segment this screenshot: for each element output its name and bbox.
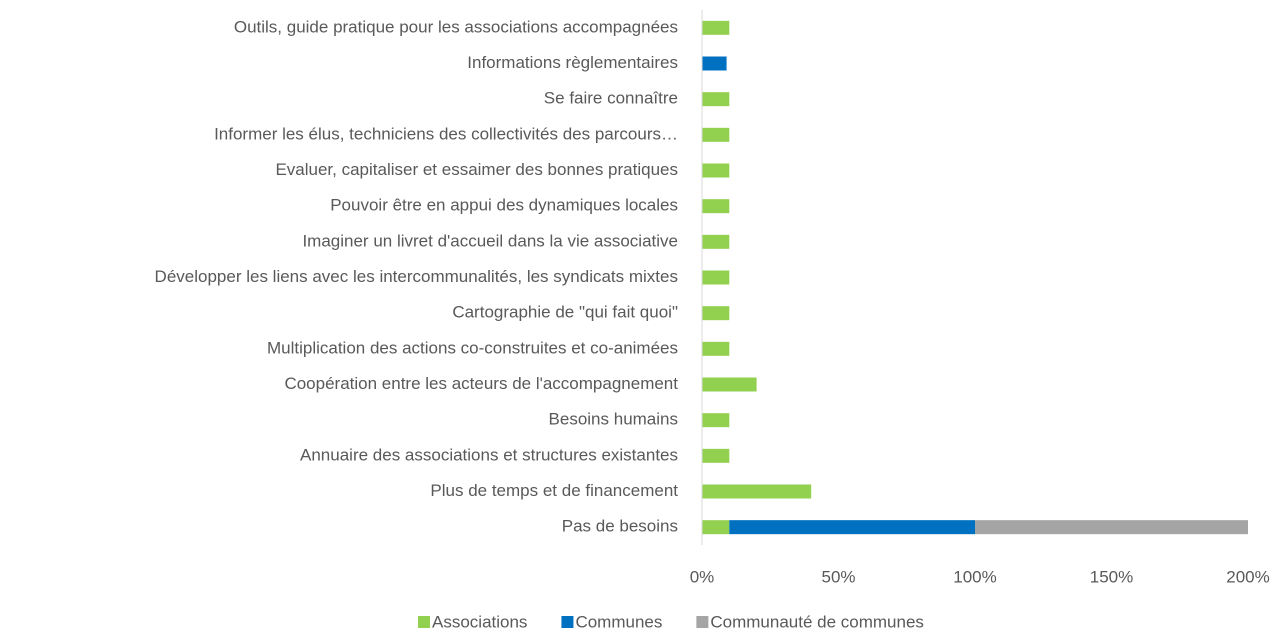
bar xyxy=(702,163,730,178)
y-tick-label: Coopération entre les acteurs de l'accom… xyxy=(284,374,678,393)
y-tick-label: Pas de besoins xyxy=(562,517,678,536)
y-tick-label: Multiplication des actions co-construite… xyxy=(267,338,678,357)
y-tick-label: Outils, guide pratique pour les associat… xyxy=(234,17,678,36)
bar xyxy=(702,56,727,71)
bar xyxy=(702,20,730,35)
bar xyxy=(702,377,757,392)
bar xyxy=(702,127,730,142)
bar xyxy=(702,92,730,107)
x-tick-label: 50% xyxy=(821,567,855,586)
bar xyxy=(702,199,730,214)
y-tick-label: Informations règlementaires xyxy=(467,53,678,72)
bar xyxy=(702,413,730,428)
bar xyxy=(702,306,730,321)
y-tick-label: Informer les élus, techniciens des colle… xyxy=(214,124,678,143)
y-tick-label: Développer les liens avec les intercommu… xyxy=(155,267,678,286)
y-tick-label: Besoins humains xyxy=(549,410,678,429)
bar xyxy=(729,520,975,535)
legend-swatch xyxy=(561,616,574,628)
bar xyxy=(702,270,730,285)
bar xyxy=(975,520,1248,535)
bar xyxy=(702,484,812,499)
x-tick-label: 200% xyxy=(1226,567,1269,586)
legend-label: Associations xyxy=(432,612,527,631)
x-tick-label: 0% xyxy=(690,567,715,586)
y-tick-label: Plus de temps et de financement xyxy=(430,481,678,500)
legend-swatch xyxy=(418,616,430,628)
legend-label: Communes xyxy=(575,612,662,631)
x-tick-label: 150% xyxy=(1090,567,1133,586)
bar xyxy=(702,520,730,535)
bar xyxy=(702,341,730,356)
y-tick-label: Annuaire des associations et structures … xyxy=(300,445,678,464)
bar xyxy=(702,234,730,249)
legend-label: Communauté de communes xyxy=(710,612,924,631)
bar xyxy=(702,448,730,463)
y-tick-label: Evaluer, capitaliser et essaimer des bon… xyxy=(275,160,678,179)
y-tick-label: Cartographie de "qui fait quoi" xyxy=(452,303,678,322)
x-tick-label: 100% xyxy=(953,567,996,586)
y-tick-label: Se faire connaître xyxy=(544,89,678,108)
y-tick-label: Imaginer un livret d'accueil dans la vie… xyxy=(302,231,678,250)
y-tick-label: Pouvoir être en appui des dynamiques loc… xyxy=(330,196,678,215)
legend-swatch xyxy=(696,616,709,628)
